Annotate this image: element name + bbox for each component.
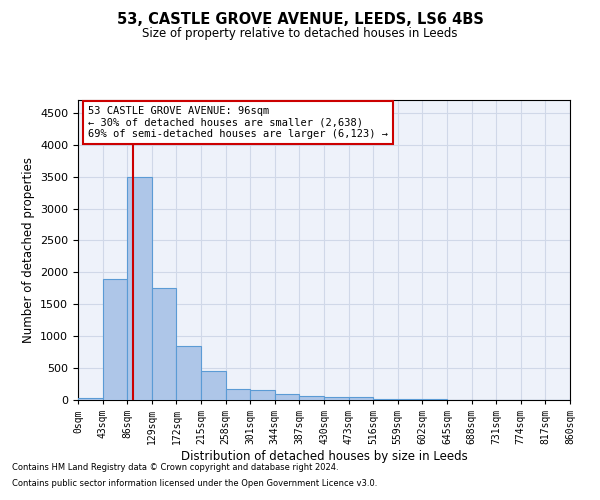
Text: Size of property relative to detached houses in Leeds: Size of property relative to detached ho… <box>142 28 458 40</box>
Bar <box>103 278 127 400</box>
Bar <box>176 346 201 400</box>
Bar <box>201 372 226 400</box>
Bar <box>226 389 250 400</box>
Bar <box>299 396 324 400</box>
Text: 53 CASTLE GROVE AVENUE: 96sqm
← 30% of detached houses are smaller (2,638)
69% o: 53 CASTLE GROVE AVENUE: 96sqm ← 30% of d… <box>88 106 388 139</box>
X-axis label: Distribution of detached houses by size in Leeds: Distribution of detached houses by size … <box>181 450 467 463</box>
Bar <box>349 398 373 400</box>
Text: Contains HM Land Registry data © Crown copyright and database right 2024.: Contains HM Land Registry data © Crown c… <box>12 464 338 472</box>
Text: 53, CASTLE GROVE AVENUE, LEEDS, LS6 4BS: 53, CASTLE GROVE AVENUE, LEEDS, LS6 4BS <box>116 12 484 28</box>
Bar <box>373 398 398 400</box>
Bar <box>127 176 152 400</box>
Bar <box>78 398 103 400</box>
Text: Contains public sector information licensed under the Open Government Licence v3: Contains public sector information licen… <box>12 478 377 488</box>
Bar <box>250 390 275 400</box>
Bar <box>275 394 299 400</box>
Bar <box>398 399 422 400</box>
Y-axis label: Number of detached properties: Number of detached properties <box>22 157 35 343</box>
Bar <box>152 288 176 400</box>
Bar <box>324 397 349 400</box>
